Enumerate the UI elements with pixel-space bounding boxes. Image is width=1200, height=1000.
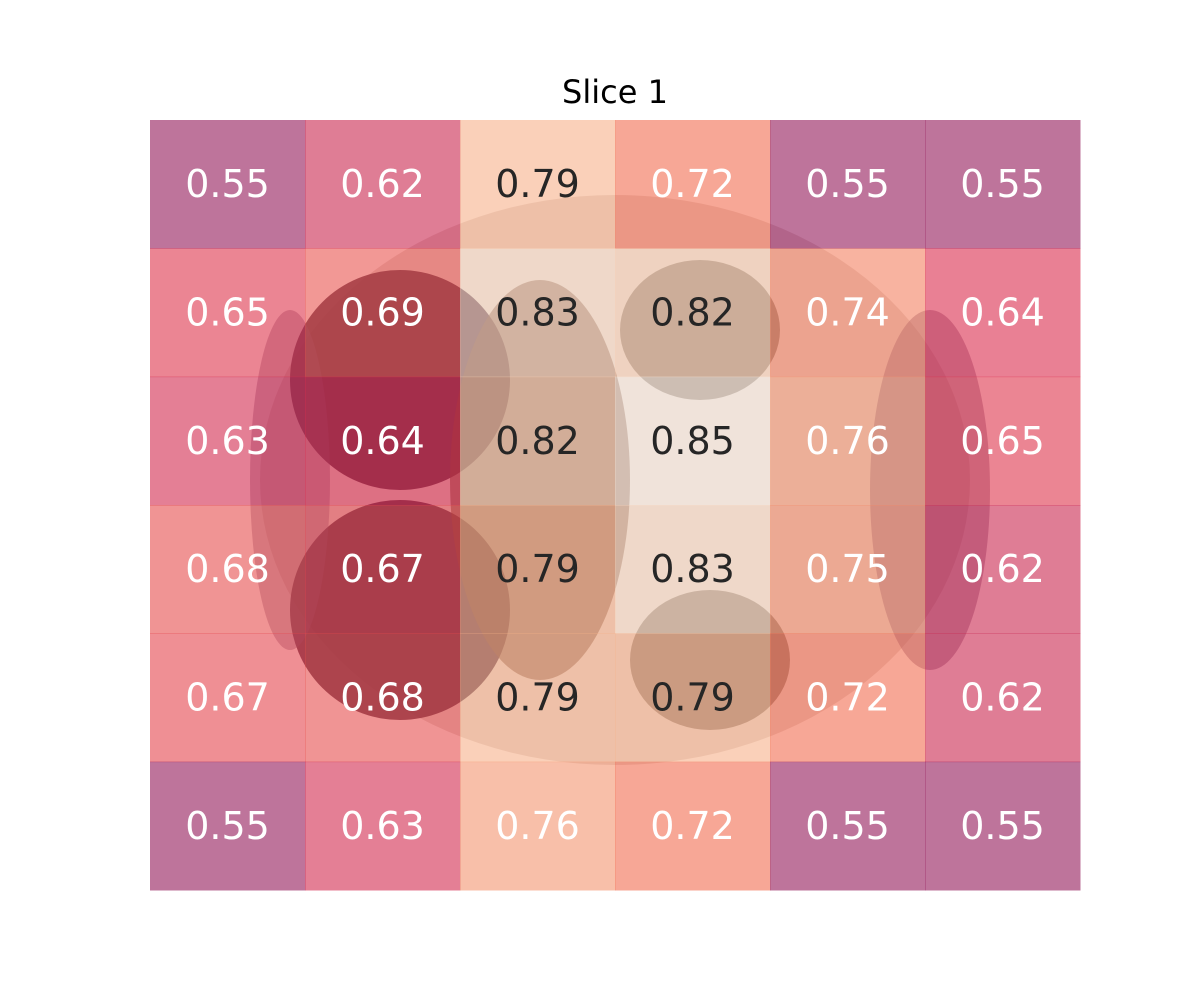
heatmap-cell-r3-c6 <box>925 376 1081 506</box>
heatmap-value-label-r5-c5: 0.72 <box>805 676 890 720</box>
heatmap-value-label-r4-c1: 0.68 <box>185 547 270 591</box>
heatmap-value-labels: 0.55 0.62 0.79 0.72 0.55 0.55 0.65 0.69 0.83 0.82… <box>185 162 1045 848</box>
heatmap-value-label-r5-c6: 0.62 <box>960 676 1045 720</box>
heatmap-cell-r3-c5 <box>770 376 926 506</box>
heatmap-cell-r2-c4 <box>615 248 771 378</box>
heatmap-cell-r5-c6 <box>925 633 1081 763</box>
heatmap-value-label-r6-c4: 0.72 <box>650 804 735 848</box>
heatmap-cell-r3-c3 <box>460 376 616 506</box>
heatmap-value-label-r2-c1: 0.65 <box>185 291 270 335</box>
heatmap-value-label-r4-c3: 0.79 <box>495 547 580 591</box>
heatmap-value-label-r3-c1: 0.63 <box>185 419 270 463</box>
heatmap-cell-r1-c3 <box>460 120 616 249</box>
heatmap-cell-r6-c1 <box>150 761 306 891</box>
heatmap-cell-r6-c4 <box>615 761 771 891</box>
heatmap-value-label-r6-c3: 0.76 <box>495 804 580 848</box>
heatmap-cell-r6-c5 <box>770 761 926 891</box>
heatmap-cells <box>150 120 1081 891</box>
heatmap-value-label-r6-c1: 0.55 <box>185 804 270 848</box>
heatmap-value-label-r6-c5: 0.55 <box>805 804 890 848</box>
heatmap-value-label-r3-c2: 0.64 <box>340 419 425 463</box>
heatmap-cell-r5-c4 <box>615 633 771 763</box>
heatmap-cell-r5-c3 <box>460 633 616 763</box>
heatmap-value-label-r1-c6: 0.55 <box>960 162 1045 206</box>
heatmap-cell-r6-c2 <box>305 761 461 891</box>
heatmap-cell-r1-c5 <box>770 120 926 249</box>
heatmap-value-label-r1-c1: 0.55 <box>185 162 270 206</box>
heatmap-value-label-r4-c2: 0.67 <box>340 547 425 591</box>
heatmap-cell-r1-c1 <box>150 120 306 249</box>
heatmap-cell-r4-c1 <box>150 505 306 634</box>
heatmap-cell-r4-c2 <box>305 505 461 634</box>
heatmap-cell-r3-c2 <box>305 376 461 506</box>
chart-title: Slice 1 <box>562 73 668 111</box>
heatmap-cell-r5-c2 <box>305 633 461 763</box>
heatmap-value-label-r3-c4: 0.85 <box>650 419 735 463</box>
heatmap-value-label-r1-c3: 0.79 <box>495 162 580 206</box>
heatmap-value-label-r3-c3: 0.82 <box>495 419 580 463</box>
heatmap-cell-r4-c5 <box>770 505 926 634</box>
heatmap-value-label-r4-c6: 0.62 <box>960 547 1045 591</box>
heatmap-cell-r1-c6 <box>925 120 1081 249</box>
heatmap-cell-r4-c6 <box>925 505 1081 634</box>
heatmap-cell-r6-c3 <box>460 761 616 891</box>
heatmap-value-label-r3-c5: 0.76 <box>805 419 890 463</box>
heatmap-cell-r2-c6 <box>925 248 1081 378</box>
heatmap-cell-r3-c1 <box>150 376 306 506</box>
heatmap-value-label-r1-c4: 0.72 <box>650 162 735 206</box>
heatmap-value-label-r1-c5: 0.55 <box>805 162 890 206</box>
heatmap-value-label-r6-c2: 0.63 <box>340 804 425 848</box>
heatmap-value-label-r3-c6: 0.65 <box>960 419 1045 463</box>
heatmap-value-label-r2-c4: 0.82 <box>650 291 735 335</box>
heatmap-cell-r1-c2 <box>305 120 461 249</box>
heatmap-cell-r2-c3 <box>460 248 616 378</box>
heatmap-value-label-r2-c5: 0.74 <box>805 291 890 335</box>
heatmap-value-label-r6-c6: 0.55 <box>960 804 1045 848</box>
heatmap-cell-r2-c1 <box>150 248 306 378</box>
heatmap-value-label-r5-c1: 0.67 <box>185 676 270 720</box>
heatmap-value-label-r5-c4: 0.79 <box>650 676 735 720</box>
heatmap-cell-r4-c4 <box>615 505 771 634</box>
heatmap-cell-r6-c6 <box>925 761 1081 891</box>
heatmap-value-label-r1-c2: 0.62 <box>340 162 425 206</box>
heatmap-value-label-r5-c2: 0.68 <box>340 676 425 720</box>
heatmap-value-label-r4-c4: 0.83 <box>650 547 735 591</box>
heatmap-cell-r4-c3 <box>460 505 616 634</box>
heatmap-value-label-r2-c6: 0.64 <box>960 291 1045 335</box>
heatmap-cell-r2-c2 <box>305 248 461 378</box>
heatmap-cell-r5-c5 <box>770 633 926 763</box>
heatmap-value-label-r5-c3: 0.79 <box>495 676 580 720</box>
heatmap-value-label-r2-c2: 0.69 <box>340 291 425 335</box>
heatmap-cell-r2-c5 <box>770 248 926 378</box>
heatmap-value-label-r2-c3: 0.83 <box>495 291 580 335</box>
heatmap-cell-r5-c1 <box>150 633 306 763</box>
heatmap-cell-r3-c4 <box>615 376 771 506</box>
heatmap-value-label-r4-c5: 0.75 <box>805 547 890 591</box>
heatmap-cell-r1-c4 <box>615 120 771 249</box>
